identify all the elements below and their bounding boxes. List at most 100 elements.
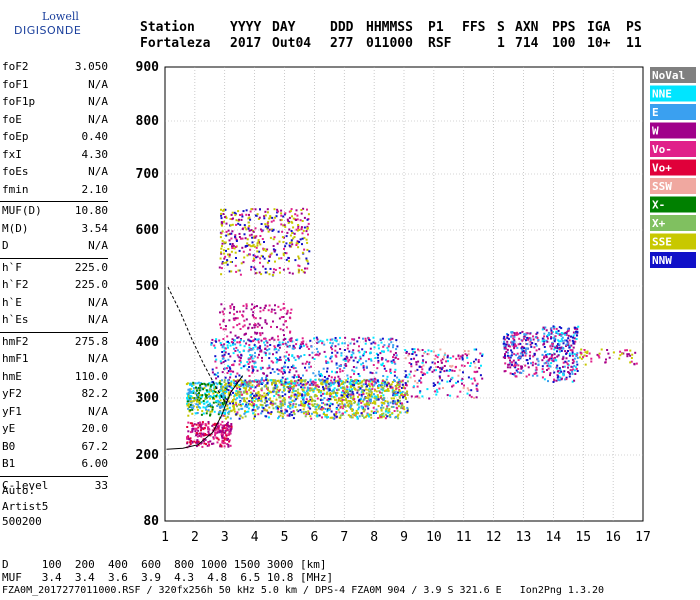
data-point	[247, 227, 250, 230]
data-point	[327, 416, 329, 419]
data-point	[350, 400, 353, 403]
data-point	[391, 381, 394, 383]
data-point	[238, 322, 241, 325]
data-point	[254, 379, 257, 382]
data-point	[252, 339, 255, 342]
data-point	[269, 253, 272, 256]
data-point	[558, 372, 561, 374]
data-point	[199, 442, 202, 445]
data-point	[397, 381, 400, 384]
data-point	[352, 366, 355, 368]
data-point	[257, 390, 260, 393]
data-point	[284, 365, 287, 368]
data-point	[420, 377, 422, 380]
data-point	[389, 401, 392, 404]
data-point	[344, 399, 346, 401]
data-point	[283, 213, 286, 216]
data-point	[314, 393, 317, 396]
data-point	[368, 387, 371, 390]
data-point	[298, 228, 301, 231]
data-point	[242, 250, 245, 253]
data-point	[440, 359, 443, 362]
data-point	[333, 413, 336, 416]
data-point	[298, 265, 301, 268]
data-point	[287, 359, 290, 361]
data-point	[523, 347, 525, 350]
data-point	[331, 416, 334, 419]
data-point	[408, 362, 411, 364]
data-point	[557, 339, 560, 342]
data-point	[255, 246, 258, 249]
data-point	[247, 385, 250, 388]
header-label-yyyy: YYYY	[230, 20, 262, 35]
data-point	[308, 387, 311, 390]
data-point	[310, 345, 313, 348]
data-point	[503, 340, 506, 343]
data-point	[221, 357, 224, 360]
data-point	[571, 366, 574, 368]
data-point	[580, 357, 583, 360]
data-point	[215, 382, 218, 385]
data-point	[275, 361, 278, 364]
data-point	[551, 353, 554, 356]
data-point	[220, 385, 223, 388]
data-point	[214, 432, 217, 435]
data-point	[197, 405, 200, 408]
data-point	[557, 354, 560, 357]
data-point	[230, 410, 233, 413]
data-point	[428, 367, 431, 370]
data-point	[197, 440, 200, 443]
data-point	[227, 400, 230, 403]
data-point	[368, 398, 371, 401]
data-point	[239, 414, 242, 417]
data-point	[403, 408, 406, 411]
data-point	[358, 398, 361, 401]
data-point	[292, 382, 295, 385]
data-point	[574, 373, 577, 375]
data-point	[222, 320, 225, 323]
data-point	[250, 355, 253, 358]
data-point	[224, 255, 227, 258]
data-point	[502, 356, 505, 359]
data-point	[233, 339, 236, 342]
data-point	[404, 375, 407, 378]
data-point	[422, 360, 424, 363]
data-point	[629, 361, 632, 364]
data-point	[347, 344, 350, 347]
data-point	[288, 414, 291, 417]
data-point	[193, 397, 196, 400]
data-point	[236, 341, 239, 344]
data-point	[346, 356, 349, 359]
data-point	[288, 228, 291, 231]
data-point	[239, 339, 242, 342]
data-point	[384, 417, 387, 420]
data-point	[577, 325, 580, 328]
data-point	[545, 354, 548, 357]
data-point	[351, 397, 354, 400]
data-point	[260, 395, 263, 398]
data-point	[223, 381, 226, 384]
data-point	[402, 405, 405, 408]
data-point	[373, 393, 375, 396]
data-point	[275, 351, 278, 354]
data-point	[188, 398, 191, 401]
data-point	[301, 232, 304, 235]
data-point	[535, 366, 538, 369]
data-point	[470, 389, 473, 392]
data-point	[200, 441, 203, 444]
data-point	[268, 217, 271, 220]
data-point	[260, 350, 263, 353]
data-point	[219, 403, 222, 406]
data-point	[341, 394, 344, 397]
data-point	[274, 312, 277, 315]
data-point	[513, 373, 516, 376]
data-point	[220, 387, 223, 390]
data-point	[290, 366, 293, 368]
data-point	[532, 335, 534, 338]
data-point	[291, 221, 294, 224]
data-point	[278, 341, 281, 344]
data-point	[256, 213, 259, 216]
data-point	[229, 331, 232, 334]
data-point	[446, 354, 449, 357]
data-point	[325, 384, 328, 387]
